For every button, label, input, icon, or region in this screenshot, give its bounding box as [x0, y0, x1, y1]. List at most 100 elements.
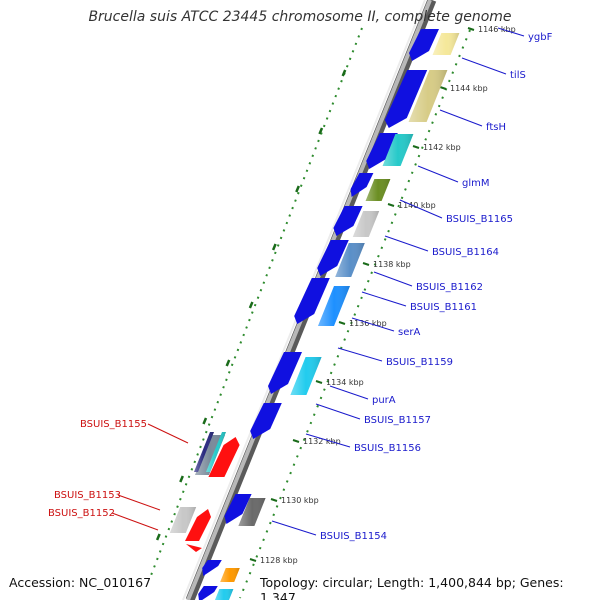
gene-label-forward: BSUIS_B1162 — [416, 282, 483, 293]
cds-forward-block — [202, 560, 222, 576]
cds-forward-block — [366, 133, 398, 169]
gene-leader-line — [461, 57, 507, 75]
gc-skew-mark — [248, 301, 254, 309]
kbp-tick-label: 1128 kbp — [260, 556, 298, 565]
kbp-tick-label: 1140 kbp — [398, 201, 436, 210]
gene-label-forward: BSUIS_B1159 — [386, 357, 453, 368]
gene-label-forward: tilS — [510, 70, 526, 81]
cog-category-band-shade — [318, 286, 350, 326]
cog-category-band-shade — [382, 134, 414, 166]
gene-label-forward: BSUIS_B1157 — [364, 415, 431, 426]
gene-label-forward: BSUIS_B1164 — [432, 247, 499, 258]
gene-leader-line — [497, 27, 525, 37]
cog-category-band-shade — [220, 568, 240, 582]
cog-category-band-shade — [335, 243, 365, 277]
gene-leader-line — [329, 385, 369, 400]
cog-category-band-shade — [408, 70, 448, 122]
gene-label-forward: BSUIS_B1156 — [354, 443, 421, 454]
kbp-tick-label: 1138 kbp — [373, 260, 411, 269]
kbp-tick-label: 1142 kbp — [423, 143, 461, 152]
kbp-tick — [315, 380, 323, 384]
kbp-tick — [249, 558, 257, 562]
gene-leader-line — [305, 433, 351, 448]
gene-leader-line — [361, 291, 407, 307]
cog-category-band-shade — [290, 357, 322, 395]
cds-reverse-block — [186, 544, 202, 552]
gene-leader-line — [315, 403, 361, 420]
kbp-tick-label: 1136 kbp — [349, 319, 387, 328]
gc-skew-mark — [318, 127, 324, 135]
gene-leader-line — [384, 235, 429, 252]
cds-forward-block — [268, 352, 302, 394]
cog-category-band-shade — [169, 507, 197, 533]
cog-category-band-shade — [238, 498, 266, 526]
cog-category-band-shade — [194, 432, 214, 472]
cds-forward-block — [350, 173, 374, 197]
gc-skew-mark — [202, 417, 208, 425]
kbp-tick — [387, 203, 395, 207]
gene-labels: ygbF tilS ftsH glmM BSUIS_B1165 BSUIS_B1164 BS… — [48, 27, 553, 542]
cds-forward-block — [384, 70, 428, 128]
cds-forward-block — [409, 29, 439, 61]
kbp-tick — [439, 86, 447, 90]
gene-label-reverse: BSUIS_B1152 — [48, 508, 115, 519]
gene-label-forward: glmM — [462, 178, 490, 189]
gene-label-forward: BSUIS_B1165 — [446, 214, 513, 225]
cog-category-band-shade — [352, 211, 380, 237]
kbp-tick-label: 1132 kbp — [303, 437, 341, 446]
gene-leader-line — [373, 271, 413, 287]
kbp-tick — [338, 321, 346, 325]
gc-skew-mark — [341, 69, 347, 77]
gene-label-reverse: BSUIS_B1153 — [54, 490, 121, 501]
cds-forward-block — [198, 586, 218, 600]
gene-leader-line — [117, 494, 161, 511]
cds-forward-block — [294, 278, 330, 324]
cds-reverse-block — [208, 437, 240, 477]
genome-summary-text: Topology: circular; Length: 1,400,844 bp… — [260, 575, 564, 600]
gc-skew-mark — [225, 359, 231, 367]
kbp-tick — [270, 498, 278, 502]
gc-skew-mark — [155, 533, 161, 541]
kbp-tick-label: 1146 kbp — [478, 25, 516, 34]
gene-label-forward: ygbF — [528, 32, 553, 43]
gc-skew-mark — [271, 243, 277, 251]
kbp-tick-label: 1134 kbp — [326, 378, 364, 387]
gene-leader-line — [417, 165, 459, 183]
kbp-tick — [292, 439, 300, 443]
gc-skew-track — [149, 27, 471, 599]
kbp-tick-label: 1130 kbp — [281, 496, 319, 505]
kbp-tick-label: 1144 kbp — [450, 84, 488, 93]
gene-label-forward: ftsH — [486, 122, 506, 133]
gene-leader-line — [439, 109, 483, 127]
kbp-tick — [467, 27, 475, 31]
gene-leader-line — [147, 423, 189, 444]
cds-forward-block — [250, 403, 282, 439]
cds-forward-block — [224, 494, 252, 524]
gene-leader-line — [337, 347, 383, 362]
gene-track — [169, 29, 460, 600]
gene-leader-line — [351, 317, 395, 332]
gc-content-dots — [239, 29, 471, 599]
gene-leader-line — [111, 512, 159, 531]
gene-label-forward: BSUIS_B1154 — [320, 531, 387, 542]
gene-label-forward: purA — [372, 395, 396, 406]
gc-skew-mark — [295, 185, 300, 193]
gene-leader-line — [399, 199, 443, 219]
cds-forward-block — [333, 206, 363, 236]
gc-skew-mark — [179, 475, 184, 483]
kbp-tick — [412, 145, 420, 149]
cog-category-band-shade — [432, 33, 460, 55]
gene-label-forward: BSUIS_B1161 — [410, 302, 477, 313]
cog-category-band-shade — [365, 179, 391, 201]
cog-category-band-shade — [215, 589, 234, 600]
map-title: Brucella suis ATCC 23445 chromosome II, … — [88, 9, 512, 25]
cog-category-band-shade — [206, 432, 226, 472]
gene-leader-line — [271, 520, 317, 536]
accession-text: Accession: NC_010167 — [9, 575, 152, 590]
kbp-tick — [362, 262, 370, 266]
cds-reverse-block — [185, 509, 211, 541]
gene-label-reverse: BSUIS_B1155 — [80, 419, 147, 430]
kbp-scale: 1146 kbp 1144 kbp 1142 kbp 1140 kbp 1138 kbp… — [249, 25, 516, 565]
